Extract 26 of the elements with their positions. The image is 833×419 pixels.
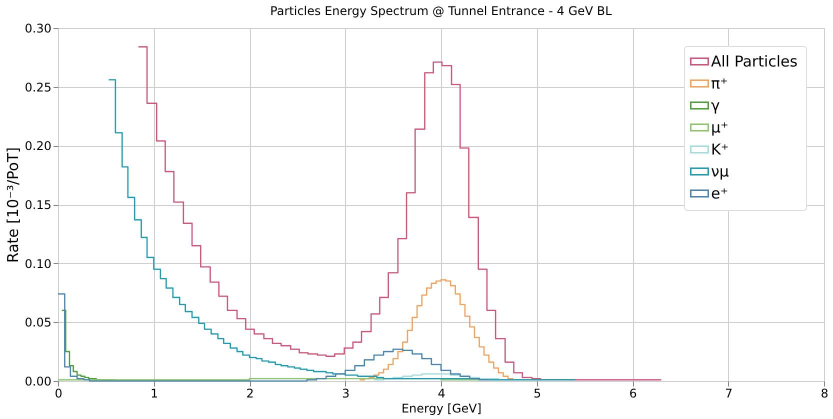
chart-title: Particles Energy Spectrum @ Tunnel Entrance - 4 GeV BL [270, 4, 612, 18]
legend-label: μ⁺ [711, 118, 728, 136]
y-tick-label: 0.15 [24, 198, 52, 212]
y-tick-label: 0.30 [24, 22, 52, 36]
y-tick-label: 0.00 [24, 374, 52, 388]
x-tick-label: 5 [533, 386, 542, 400]
x-tick-label: 4 [438, 386, 446, 400]
y-tick-label: 0.20 [24, 139, 52, 154]
x-axis-title: Energy [GeV] [401, 402, 482, 416]
y-axis-title: Rate [10⁻³/PoT] [4, 147, 22, 263]
x-tick-label: 6 [629, 386, 637, 400]
legend-label: νμ [711, 162, 730, 180]
x-tick-label: 1 [150, 386, 158, 400]
x-tick-label: 0 [54, 386, 62, 400]
x-tick-label: 7 [724, 386, 733, 400]
legend-label: All Particles [711, 52, 798, 70]
legend-label: γ [711, 96, 720, 114]
y-tick-label: 0.05 [24, 316, 52, 330]
x-tick-label: 3 [342, 386, 350, 400]
y-tick-label: 0.10 [24, 256, 52, 271]
legend-label: K⁺ [711, 140, 729, 158]
legend-label: e⁺ [711, 184, 728, 202]
x-tick-label: 8 [820, 386, 828, 400]
y-tick-label: 0.25 [24, 80, 52, 94]
x-tick-label: 2 [246, 386, 254, 400]
legend-label: π⁺ [711, 74, 728, 92]
